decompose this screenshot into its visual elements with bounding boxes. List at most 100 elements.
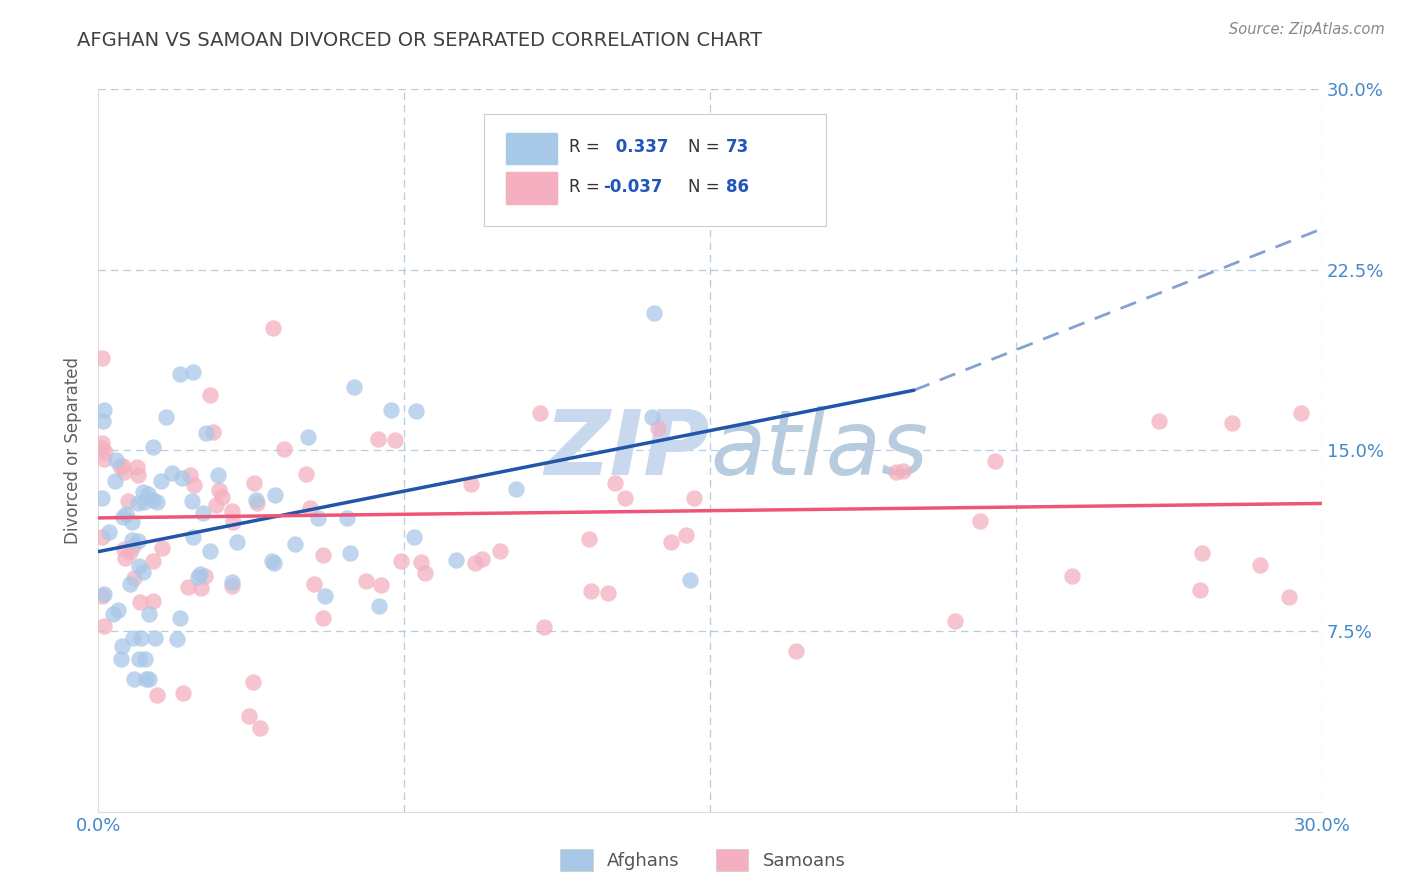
Point — [603, 476, 626, 491]
Point — [111, 458, 134, 473]
Point — [194, 425, 217, 440]
Point — [339, 547, 361, 561]
Point — [110, 459, 132, 474]
Point — [614, 491, 637, 505]
Point — [226, 535, 249, 549]
Point — [93, 414, 115, 428]
Point — [1249, 558, 1271, 572]
Point — [336, 510, 359, 524]
Point — [211, 491, 233, 505]
Point — [411, 555, 433, 569]
Point — [181, 530, 204, 544]
Text: Source: ZipAtlas.com: Source: ZipAtlas.com — [1229, 22, 1385, 37]
Point — [101, 607, 124, 622]
Point — [470, 551, 492, 566]
FancyBboxPatch shape — [506, 172, 557, 204]
Text: AFGHAN VS SAMOAN DIVORCED OR SEPARATED CORRELATION CHART: AFGHAN VS SAMOAN DIVORCED OR SEPARATED C… — [77, 31, 762, 50]
Point — [354, 574, 377, 588]
Text: 0.337: 0.337 — [610, 138, 668, 156]
Point — [120, 545, 142, 559]
Point — [405, 403, 427, 417]
Point — [176, 580, 198, 594]
Point — [91, 589, 114, 603]
Point — [121, 533, 143, 547]
Point — [112, 465, 135, 479]
Point — [245, 493, 267, 508]
Point — [446, 552, 468, 566]
Text: atlas: atlas — [710, 407, 928, 494]
Point — [111, 640, 134, 654]
Point — [187, 570, 209, 584]
Point — [384, 433, 406, 447]
Point — [342, 380, 364, 394]
Point — [295, 467, 318, 482]
Point — [122, 571, 145, 585]
Point — [127, 496, 149, 510]
Point — [190, 581, 212, 595]
Point — [891, 464, 914, 478]
Point — [131, 566, 153, 580]
Point — [1220, 416, 1243, 430]
Point — [284, 537, 307, 551]
Point — [107, 603, 129, 617]
Point — [128, 651, 150, 665]
Point — [191, 506, 214, 520]
Point — [162, 467, 184, 481]
Point — [94, 444, 117, 458]
Point — [222, 515, 245, 529]
Point — [1191, 546, 1213, 560]
Point — [367, 599, 389, 613]
Text: ZIP: ZIP — [544, 407, 710, 494]
Point — [659, 535, 682, 549]
Text: N =: N = — [688, 178, 725, 195]
Point — [969, 514, 991, 528]
Point — [311, 548, 333, 562]
Point — [202, 425, 225, 439]
Point — [246, 496, 269, 510]
Point — [460, 477, 482, 491]
Point — [136, 487, 159, 501]
Point — [243, 476, 266, 491]
Point — [943, 614, 966, 628]
Point — [122, 539, 145, 553]
Point — [194, 569, 217, 583]
Point — [489, 544, 512, 558]
Point — [370, 578, 392, 592]
Point — [367, 432, 389, 446]
Point — [884, 465, 907, 479]
Point — [389, 554, 412, 568]
Point — [93, 587, 115, 601]
Point — [380, 403, 402, 417]
Point — [1188, 583, 1211, 598]
Point — [785, 643, 807, 657]
Point — [221, 504, 243, 518]
Point — [314, 590, 336, 604]
Point — [110, 651, 132, 665]
Point — [122, 673, 145, 687]
Point — [150, 541, 173, 555]
Point — [146, 495, 169, 509]
Point — [675, 528, 697, 542]
Point — [221, 579, 243, 593]
Point — [297, 430, 319, 444]
Point — [679, 573, 702, 587]
Point — [129, 595, 152, 609]
Point — [115, 507, 138, 521]
Point — [180, 494, 202, 508]
Point — [121, 631, 143, 645]
Legend: Afghans, Samoans: Afghans, Samoans — [553, 842, 853, 879]
FancyBboxPatch shape — [506, 133, 557, 164]
Point — [578, 532, 600, 546]
Point — [262, 554, 284, 568]
Point — [221, 574, 243, 589]
Point — [97, 525, 120, 540]
Point — [984, 454, 1007, 468]
Point — [413, 566, 436, 580]
Point — [149, 474, 172, 488]
Point — [529, 406, 551, 420]
Point — [104, 474, 127, 488]
Point — [142, 593, 165, 607]
Point — [91, 351, 114, 365]
Point — [205, 498, 228, 512]
Point — [93, 452, 115, 467]
